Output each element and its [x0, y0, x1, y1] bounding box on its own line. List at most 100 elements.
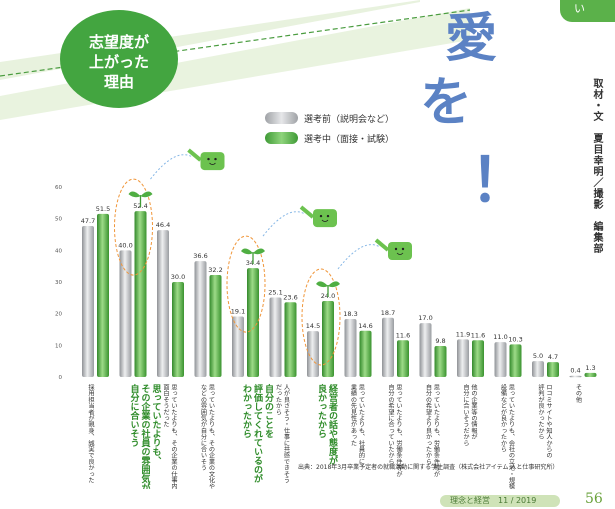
legend-swatch-during: [265, 132, 298, 144]
bar-before: [382, 317, 394, 377]
bar-value-label: 19.1: [231, 308, 245, 316]
bar-value-label: 51.5: [96, 205, 110, 213]
watering-can-spout: [187, 148, 202, 162]
bar-during: [209, 275, 222, 377]
decorations: [114, 148, 412, 366]
sprout-leaf-right: [328, 281, 340, 288]
bar-before: [119, 250, 132, 377]
category-label: 思っていたよりも、その企業の文化や価値観 などの雰囲気が自分に合いそう: [199, 384, 215, 508]
footer-band: [440, 495, 560, 507]
category-label: 思っていたよりも、会社の立地・規模・ 設備などが良かったから: [499, 384, 515, 496]
bar-before: [194, 261, 207, 377]
highlight-ellipse: [226, 235, 266, 333]
can-eye-right: [326, 214, 330, 218]
legend: 選考前（説明会など） 選考中（面接・試験）: [265, 108, 394, 148]
bar-value-label: 14.5: [306, 322, 320, 330]
bar-before: [269, 297, 282, 377]
credit-line: 取材・文 夏目幸明／撮影 編集部: [591, 78, 602, 254]
y-tick-label: 60: [55, 185, 62, 191]
bar-value-label: 11.6: [396, 331, 410, 339]
bar-value-label: 0.4: [570, 367, 580, 375]
bar-during: [434, 345, 447, 377]
legend-item-before: 選考前（説明会など）: [265, 108, 394, 128]
category-label: 採用担当者が親身、誠実で良かった: [87, 384, 94, 484]
y-tick-label: 40: [55, 248, 62, 254]
title-char-3: ！: [470, 146, 530, 216]
bar-value-label: 14.6: [358, 322, 372, 330]
watering-can-icon: [388, 242, 412, 260]
bar-value-label: 9.8: [435, 337, 445, 345]
category-label: その他: [574, 384, 582, 403]
bar-before: [307, 331, 319, 377]
bar-during: [397, 340, 409, 377]
bar-value-label: 30.0: [171, 273, 185, 281]
bar-before: [344, 319, 357, 377]
legend-item-during: 選考中（面接・試験）: [265, 128, 394, 148]
bar-before: [157, 230, 169, 377]
bar-value-label: 23.6: [283, 293, 297, 301]
can-eye-left: [319, 214, 323, 218]
bar-value-label: 11.9: [456, 330, 470, 338]
reason-bubble: 志望度が 上がった 理由: [60, 10, 178, 108]
highlight-label: 経営者の話や態度が 良かったから: [316, 384, 337, 465]
bubble-line-2: 上がった: [88, 53, 149, 71]
watering-can-spout: [299, 205, 315, 219]
water-stream: [337, 244, 381, 270]
category-label: ロコミサイトや知人からの 評判が良かったから: [537, 384, 552, 459]
bubble-line-1: 志望度が: [88, 33, 149, 51]
bar-value-label: 11.0: [493, 333, 507, 341]
bar-before: [457, 339, 469, 377]
bar-during: [547, 362, 559, 377]
category-label: 思っていたよりも、その企業の仕事内容が 面白そうだった: [162, 384, 177, 502]
bar-during: [359, 330, 372, 377]
watering-can-spout: [374, 238, 390, 252]
bar-during: [134, 211, 147, 377]
category-label: 他の企業等の情報が 自分に合いそうだから: [462, 384, 477, 446]
bar-value-label: 17.0: [418, 314, 432, 322]
bar-during: [247, 268, 259, 377]
page-number: 56: [585, 491, 603, 507]
bar-during: [322, 301, 334, 377]
title-char-1: 愛: [445, 8, 498, 69]
bar-during: [509, 344, 522, 377]
y-tick-label: 50: [55, 217, 62, 223]
section-tag: い: [560, 0, 615, 22]
y-tick-label: 30: [55, 280, 62, 286]
sprout-leaf-right: [140, 191, 153, 198]
y-tick-label: 20: [55, 312, 62, 318]
bar-value-label: 11.6: [471, 331, 485, 339]
category-label: 思っていたよりも、労働条件等が 自分の希望より良かったから: [424, 384, 440, 477]
can-smile: [321, 219, 329, 222]
water-stream: [262, 211, 306, 237]
legend-swatch-before: [265, 112, 298, 124]
y-tick-label: 10: [55, 343, 62, 349]
legend-label-before: 選考前（説明会など）: [304, 114, 395, 125]
bars: 47.751.540.052.446.430.036.632.219.134.4…: [81, 202, 597, 378]
watering-can-icon: [313, 209, 337, 228]
sprout-leaf-left: [128, 191, 141, 198]
bar-before: [532, 361, 544, 377]
bar-before: [419, 323, 432, 377]
bar-during: [284, 302, 297, 377]
category-label: 人が良さそう・仕事に共感できそう だったから: [274, 384, 290, 484]
y-tick-label: 0: [59, 375, 63, 381]
can-eye-left: [207, 157, 210, 161]
sprout-leaf-left: [241, 248, 253, 255]
y-axis: 0 10 20 30 40 50 60: [55, 185, 63, 381]
bar-value-label: 46.4: [156, 221, 170, 229]
can-eye-right: [401, 247, 405, 251]
bar-value-label: 1.3: [585, 364, 595, 372]
bar-before: [82, 225, 94, 377]
bar-during: [97, 213, 109, 377]
bar-during: [584, 372, 597, 377]
bar-before: [494, 342, 507, 377]
sprout-leaf-left: [316, 281, 328, 288]
bar-during: [172, 282, 184, 377]
source-note: 出典：2018年3月卒業予定者の就職活動に関する学生調査（株式会社アイテム 人と…: [298, 464, 559, 471]
bar-before: [569, 375, 582, 378]
magazine-title: 理念と経営 11 / 2019: [450, 496, 537, 505]
bar-value-label: 36.6: [193, 252, 207, 260]
bar-value-label: 4.7: [548, 353, 558, 361]
